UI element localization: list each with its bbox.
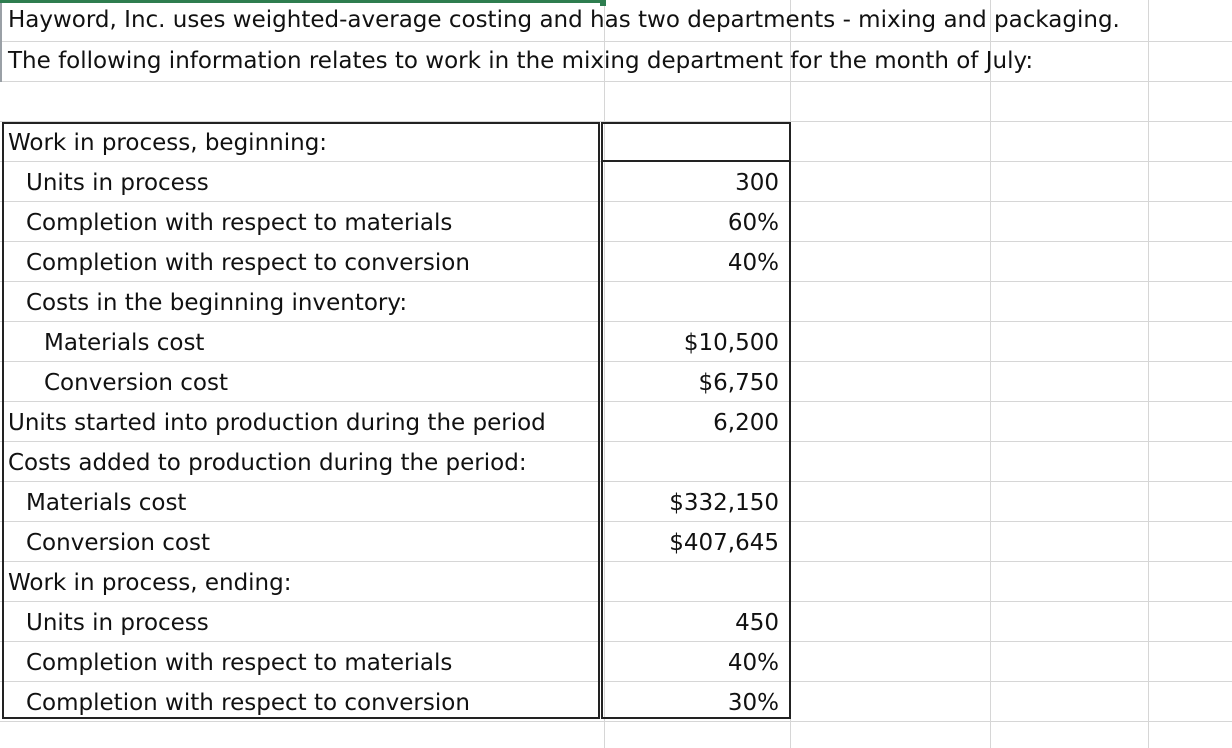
table-row-label[interactable]: Costs in the beginning inventory: <box>26 290 408 316</box>
table-row-label[interactable]: Conversion cost <box>44 370 228 396</box>
table-row-value[interactable]: $332,150 <box>669 490 779 516</box>
table-row-value[interactable]: 40% <box>727 250 779 276</box>
table-row-value[interactable]: $10,500 <box>683 330 779 356</box>
gridline <box>0 41 1232 42</box>
table-row-label[interactable]: Conversion cost <box>26 530 210 556</box>
table-row-label[interactable]: Materials cost <box>44 330 205 356</box>
gridline <box>0 561 1232 562</box>
gridline <box>0 481 1232 482</box>
table-row-value[interactable]: 300 <box>735 170 779 196</box>
table-row-label[interactable]: Units in process <box>26 170 209 196</box>
table-row-value[interactable]: 40% <box>727 650 779 676</box>
gridline <box>0 601 1232 602</box>
gridline <box>0 321 1232 322</box>
header-line-2[interactable]: The following information relates to wor… <box>8 48 1034 74</box>
fill-handle[interactable] <box>600 0 606 6</box>
labels-column-box <box>2 122 600 719</box>
table-row-label[interactable]: Units in process <box>26 610 209 636</box>
gridline <box>0 201 1232 202</box>
table-row-label[interactable]: Completion with respect to conversion <box>26 250 470 276</box>
table-row-value[interactable]: $407,645 <box>669 530 779 556</box>
header-line-1[interactable]: Hayword, Inc. uses weighted-average cost… <box>8 7 1120 33</box>
gridline <box>0 121 1232 122</box>
table-row-label[interactable]: Completion with respect to conversion <box>26 690 470 716</box>
table-row-label[interactable]: Completion with respect to materials <box>26 650 453 676</box>
gridline <box>990 0 991 748</box>
table-row-label[interactable]: Work in process, beginning: <box>8 130 328 156</box>
table-row-value[interactable]: 450 <box>735 610 779 636</box>
selection-edge <box>0 0 2 82</box>
gridline <box>0 241 1232 242</box>
gridline <box>0 721 1232 722</box>
table-row-label[interactable]: Completion with respect to materials <box>26 210 453 236</box>
table-row-label[interactable]: Costs added to production during the per… <box>8 450 527 476</box>
gridline <box>0 361 1232 362</box>
table-row-value[interactable]: 6,200 <box>713 410 779 436</box>
gridline <box>0 281 1232 282</box>
gridline <box>1148 0 1149 748</box>
table-row-label[interactable]: Units started into production during the… <box>8 410 546 436</box>
table-row-label[interactable]: Materials cost <box>26 490 187 516</box>
table-row-value[interactable]: $6,750 <box>698 370 779 396</box>
gridline <box>604 0 605 748</box>
gridline <box>0 401 1232 402</box>
gridline <box>0 441 1232 442</box>
table-row-value[interactable]: 30% <box>727 690 779 716</box>
gridline <box>0 681 1232 682</box>
cell-selection-border <box>0 0 604 3</box>
gridline <box>0 81 1232 82</box>
values-column-box <box>601 122 791 719</box>
table-row-value[interactable]: 60% <box>727 210 779 236</box>
value-cell-border <box>601 160 791 162</box>
gridline <box>0 521 1232 522</box>
table-row-label[interactable]: Work in process, ending: <box>8 570 292 596</box>
gridline <box>0 641 1232 642</box>
